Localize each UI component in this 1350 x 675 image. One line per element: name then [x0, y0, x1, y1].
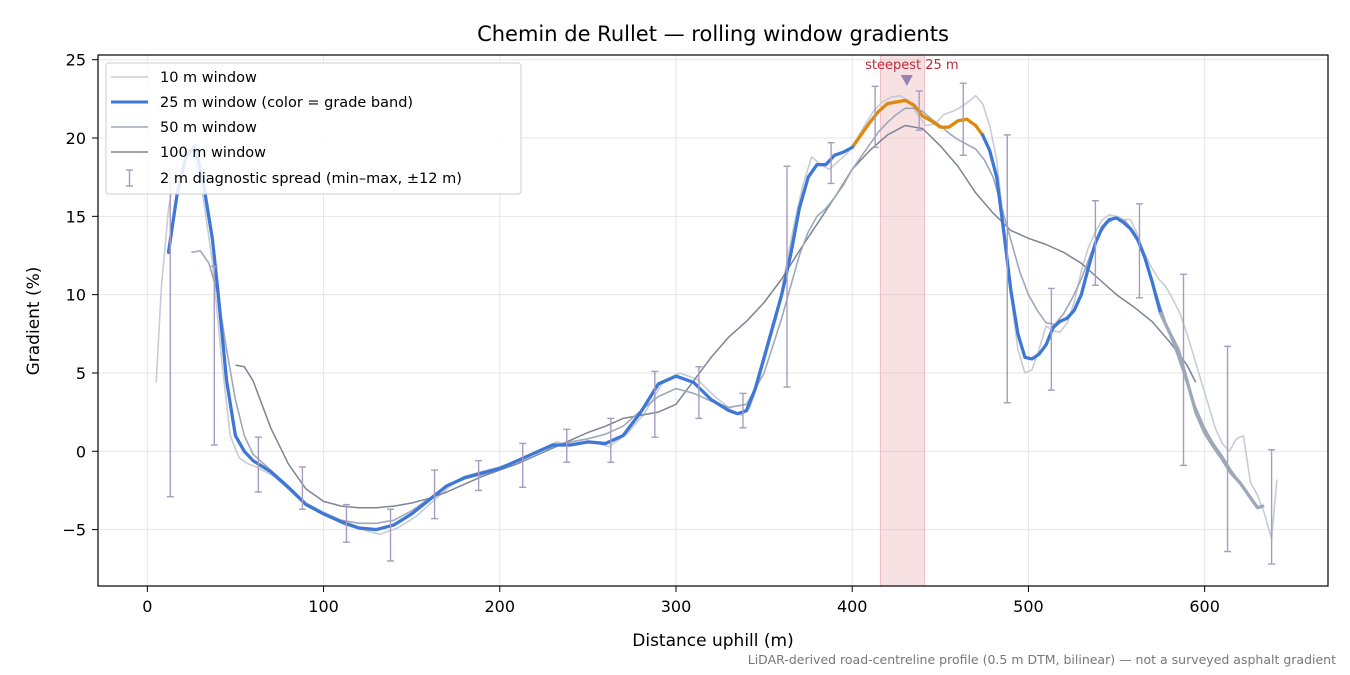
errorbar — [959, 82, 967, 156]
errorbar — [827, 142, 835, 185]
y-tick-label: 20 — [66, 129, 86, 148]
x-tick-label: 0 — [142, 597, 152, 616]
errorbar — [739, 392, 747, 429]
errorbar — [387, 508, 395, 562]
x-tick-label: 500 — [1013, 597, 1044, 616]
errorbar — [342, 503, 350, 543]
errorbar — [783, 165, 791, 388]
y-tick-label: 10 — [66, 286, 86, 305]
steepest-annotation: steepest 25 m — [865, 58, 959, 87]
errorbar — [254, 436, 262, 493]
legend-box — [105, 62, 522, 195]
chart-title: Chemin de Rullet — rolling window gradie… — [477, 22, 949, 46]
steepest-band — [879, 54, 925, 587]
steepest-marker — [900, 75, 913, 87]
legend: 10 m window 25 m window (color = grade b… — [105, 62, 522, 195]
series-line-25m-band-1 — [852, 98, 985, 147]
errorbar — [475, 459, 483, 492]
errorbar — [1091, 199, 1099, 286]
errorbar — [1180, 273, 1188, 467]
series-line-25m-band-2 — [981, 133, 1163, 361]
errorbar — [651, 370, 659, 438]
errorbar — [915, 90, 923, 131]
errorbar — [1003, 134, 1011, 404]
errorbar — [1268, 449, 1276, 565]
y-tick-label: 5 — [76, 364, 86, 383]
errorbar — [210, 265, 218, 446]
errorbar — [695, 366, 703, 420]
steepest-label: steepest 25 m — [865, 58, 958, 73]
x-tick-label: 100 — [308, 597, 339, 616]
errorbar — [607, 417, 615, 463]
series-line-10m — [155, 94, 1278, 540]
legend-label-10m: 10 m window — [160, 70, 257, 86]
plot-frame — [97, 54, 1329, 587]
y-tick-label: 15 — [66, 207, 86, 226]
legend-label-100m: 100 m window — [160, 145, 266, 161]
legend-swatch-errorbar — [126, 169, 133, 187]
diagnostic-errorbars — [166, 82, 1276, 565]
errorbar — [1224, 345, 1232, 553]
errorbar — [431, 469, 439, 520]
y-tick-label: −5 — [62, 521, 86, 540]
series-line-25m-band-3 — [1159, 311, 1265, 510]
series-lines — [155, 94, 1278, 540]
legend-label-25m: 25 m window (color = grade band) — [160, 95, 413, 111]
errorbar — [298, 466, 306, 510]
errorbar — [563, 428, 571, 463]
series-line-25m-band-0 — [166, 143, 856, 532]
axis-ticks: 0 100 200 300 400 500 600 −5 0 5 10 15 20 25 — [62, 51, 1220, 616]
legend-label-50m: 50 m window — [160, 120, 257, 136]
errorbar — [1135, 203, 1143, 299]
series-line-50m — [191, 107, 1259, 525]
steepest-highlight — [879, 54, 925, 587]
y-tick-label: 0 — [76, 442, 86, 461]
footnote: LiDAR-derived road-centreline profile (0… — [748, 652, 1336, 667]
x-tick-label: 600 — [1189, 597, 1220, 616]
errorbar — [871, 85, 879, 149]
y-tick-label: 25 — [66, 51, 86, 70]
legend-label-errorbar: 2 m diagnostic spread (min–max, ±12 m) — [160, 171, 462, 187]
x-tick-label: 300 — [661, 597, 692, 616]
errorbar — [519, 442, 527, 489]
x-axis-label: Distance uphill (m) — [632, 631, 793, 651]
errorbar — [1047, 287, 1055, 391]
y-axis-label: Gradient (%) — [24, 267, 44, 376]
series-line-100m — [235, 124, 1197, 509]
x-tick-label: 200 — [485, 597, 516, 616]
x-tick-label: 400 — [837, 597, 868, 616]
